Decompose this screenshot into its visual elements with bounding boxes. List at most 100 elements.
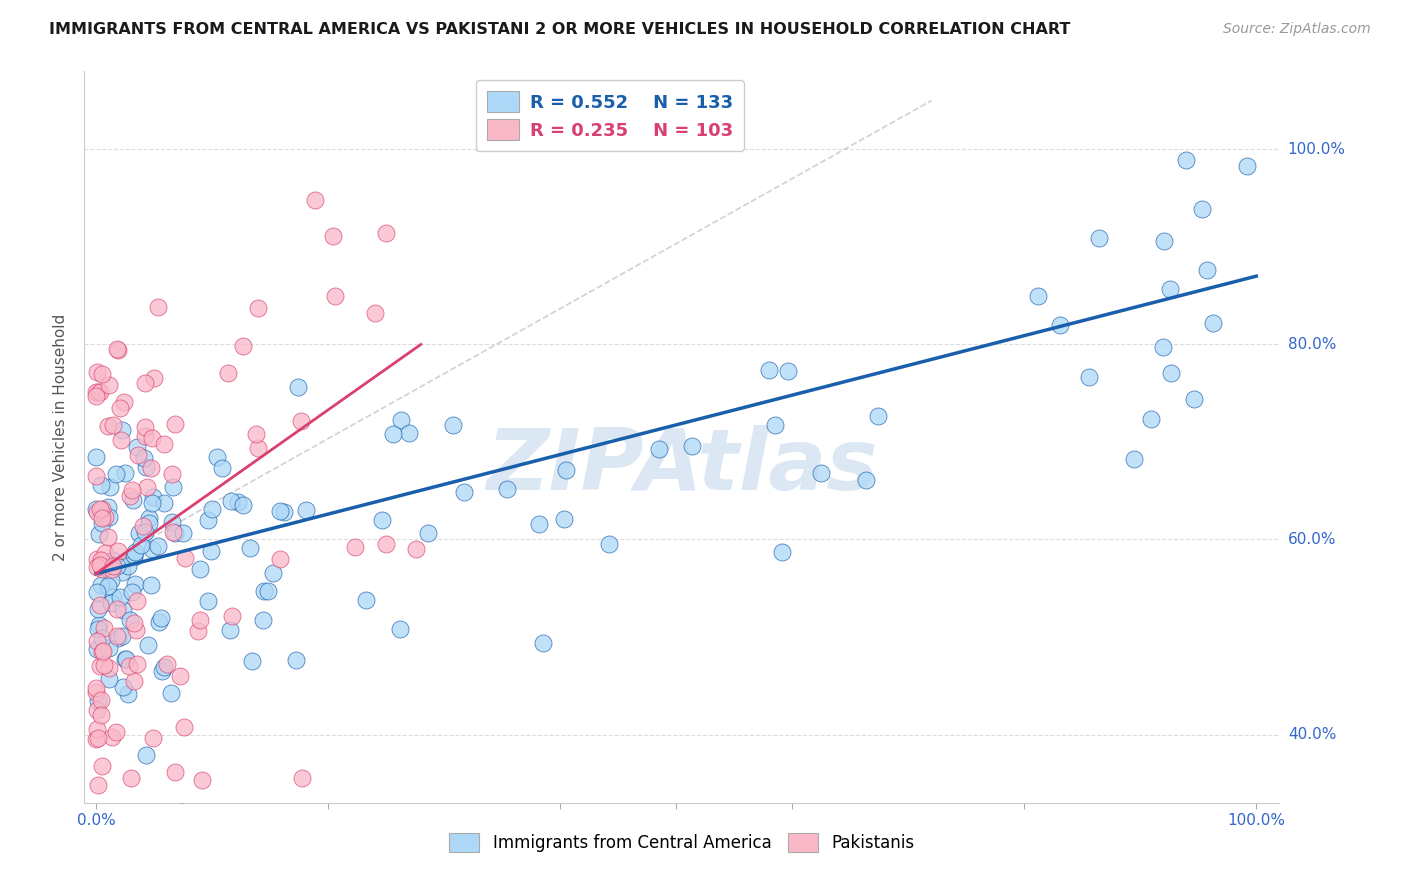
Point xyxy=(103,417,125,432)
Point xyxy=(531,636,554,650)
Point xyxy=(810,466,832,480)
Point xyxy=(86,365,108,379)
Point xyxy=(187,624,209,638)
Point xyxy=(344,541,367,555)
Point xyxy=(84,389,107,403)
Point xyxy=(90,758,112,772)
Point xyxy=(141,541,163,556)
Point xyxy=(87,623,110,637)
Point xyxy=(553,512,575,526)
Text: 40.0%: 40.0% xyxy=(1288,727,1336,742)
Point xyxy=(453,485,475,500)
Point xyxy=(648,442,671,457)
Point xyxy=(142,490,165,504)
Point xyxy=(87,731,110,746)
Point xyxy=(211,460,233,475)
Point xyxy=(104,725,127,739)
Point xyxy=(201,502,224,516)
Point xyxy=(174,551,197,566)
Point xyxy=(291,771,314,785)
Point xyxy=(125,623,148,637)
Point xyxy=(135,459,157,474)
Point xyxy=(134,525,156,540)
Point xyxy=(146,300,169,314)
Text: Source: ZipAtlas.com: Source: ZipAtlas.com xyxy=(1223,22,1371,37)
Point xyxy=(364,306,387,320)
Point xyxy=(405,542,427,557)
Point xyxy=(98,556,121,570)
Point xyxy=(132,518,155,533)
Point xyxy=(86,703,108,717)
Text: ZIPAtlas: ZIPAtlas xyxy=(486,425,877,508)
Point xyxy=(135,480,157,494)
Point xyxy=(124,577,146,591)
Point xyxy=(94,546,117,560)
Point xyxy=(110,591,132,605)
Point xyxy=(86,551,108,566)
Point xyxy=(165,764,187,779)
Point xyxy=(226,495,249,509)
Point xyxy=(86,722,108,736)
Point xyxy=(91,516,114,530)
Point xyxy=(87,384,110,399)
Point xyxy=(200,544,222,558)
Point xyxy=(107,631,129,645)
Point xyxy=(142,371,165,385)
Point xyxy=(90,553,112,567)
Point xyxy=(87,527,110,541)
Point xyxy=(89,598,111,612)
Text: IMMIGRANTS FROM CENTRAL AMERICA VS PAKISTANI 2 OR MORE VEHICLES IN HOUSEHOLD COR: IMMIGRANTS FROM CENTRAL AMERICA VS PAKIS… xyxy=(49,22,1070,37)
Point xyxy=(232,498,254,512)
Point xyxy=(285,653,308,667)
Point xyxy=(239,541,262,556)
Point xyxy=(1078,369,1101,384)
Point xyxy=(134,419,156,434)
Point xyxy=(381,427,404,442)
Point xyxy=(165,417,187,431)
Point xyxy=(1182,392,1205,407)
Legend: Immigrants from Central America, Pakistanis: Immigrants from Central America, Pakista… xyxy=(441,824,922,860)
Point xyxy=(141,431,163,445)
Point xyxy=(111,629,134,643)
Point xyxy=(97,530,120,544)
Point xyxy=(110,433,132,447)
Point xyxy=(84,681,107,695)
Point xyxy=(105,629,128,643)
Point xyxy=(98,673,121,687)
Point xyxy=(240,654,263,668)
Point xyxy=(162,480,184,494)
Point xyxy=(138,511,160,525)
Point xyxy=(134,376,156,390)
Point xyxy=(221,608,243,623)
Point xyxy=(90,477,112,491)
Point xyxy=(124,545,146,559)
Point xyxy=(128,526,150,541)
Point xyxy=(114,652,136,666)
Point xyxy=(1191,202,1213,216)
Point xyxy=(93,658,115,673)
Point xyxy=(197,593,219,607)
Point xyxy=(197,513,219,527)
Point xyxy=(374,537,396,551)
Point xyxy=(304,193,326,207)
Point xyxy=(496,482,519,496)
Point xyxy=(135,748,157,763)
Point xyxy=(125,594,148,608)
Point xyxy=(84,502,107,516)
Point xyxy=(162,525,184,540)
Point xyxy=(87,778,110,792)
Text: 60.0%: 60.0% xyxy=(1288,532,1336,547)
Point xyxy=(134,428,156,442)
Point xyxy=(98,480,121,494)
Point xyxy=(1152,340,1174,354)
Point xyxy=(205,450,228,464)
Point xyxy=(219,493,242,508)
Point xyxy=(169,669,191,683)
Point xyxy=(139,578,162,592)
Point xyxy=(86,642,108,657)
Point xyxy=(325,289,347,303)
Point xyxy=(1236,159,1258,173)
Point xyxy=(86,585,108,599)
Point xyxy=(389,622,412,636)
Point xyxy=(93,510,115,524)
